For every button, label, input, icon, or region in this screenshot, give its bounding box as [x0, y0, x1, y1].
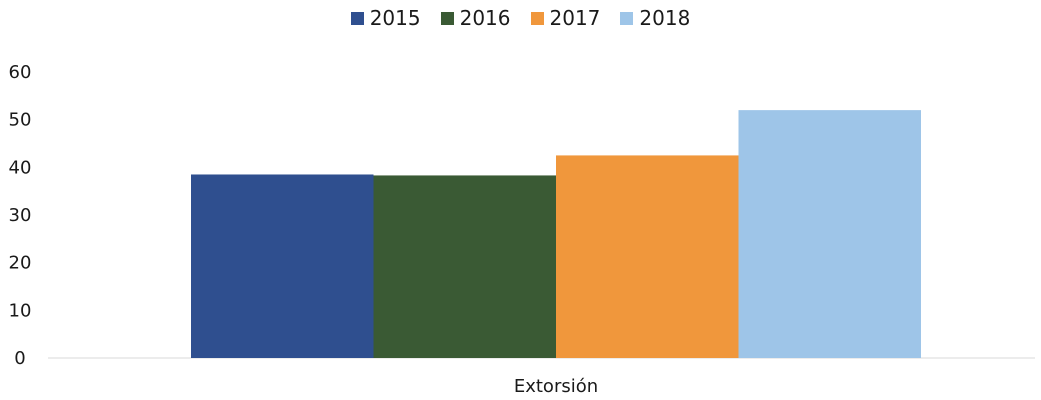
legend-item-2017: 2017 [530, 6, 601, 30]
y-tick-label-20: 20 [9, 253, 32, 274]
legend-swatch-2015 [350, 11, 364, 25]
bar-2016 [373, 175, 556, 358]
y-tick-label-10: 10 [9, 300, 32, 321]
legend-swatch-2018 [620, 11, 634, 25]
legend-label-2017: 2017 [549, 6, 601, 30]
legend-item-2018: 2018 [620, 6, 690, 30]
legend-item-2016: 2016 [440, 6, 511, 30]
y-tick-label-60: 60 [9, 62, 32, 83]
y-tick-label-40: 40 [9, 157, 32, 178]
bar-2017 [556, 155, 739, 358]
legend-label-2015: 2015 [369, 6, 421, 30]
bar-2015 [191, 174, 374, 358]
legend-swatch-2016 [440, 11, 454, 25]
y-tick-label-0: 0 [14, 348, 25, 369]
x-category-label: Extorsión [514, 376, 598, 397]
bar-2018 [738, 110, 921, 358]
legend-label-2016: 2016 [459, 6, 511, 30]
y-axis: 0 10 20 30 40 50 60 [9, 62, 32, 369]
y-tick-label-50: 50 [9, 110, 32, 131]
legend-swatch-2017 [530, 11, 544, 25]
chart-legend: 2015 2016 2017 2018 [0, 6, 1041, 30]
x-axis: Extorsión [514, 376, 598, 397]
legend-item-2015: 2015 [350, 6, 421, 30]
bars-group [191, 110, 921, 358]
y-tick-label-30: 30 [9, 205, 32, 226]
legend-label-2018: 2018 [639, 6, 691, 30]
